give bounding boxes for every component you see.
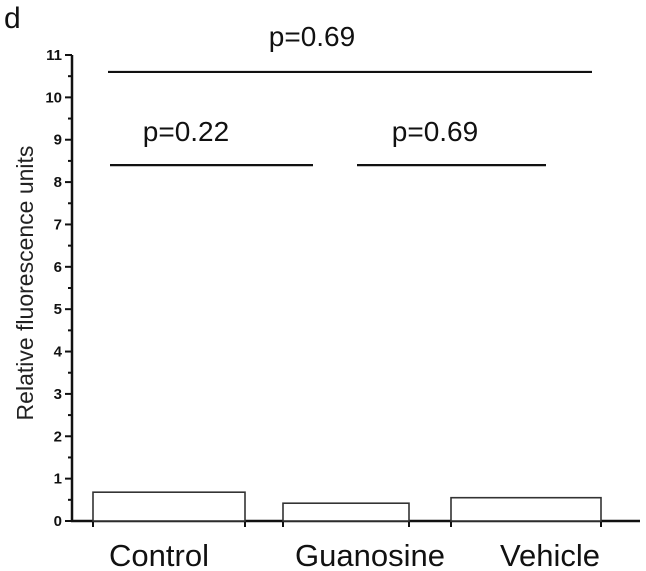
y-tick-label: 10: [45, 89, 62, 106]
p-value-label: p=0.69: [392, 116, 478, 147]
panel-label: d: [4, 2, 21, 35]
y-tick-label: 9: [54, 132, 62, 149]
y-tick-label: 1: [54, 471, 62, 488]
axes: 0 1 2 3 4 5 6 7 8 9 10 11: [45, 47, 640, 530]
p-value-label: p=0.69: [269, 21, 355, 52]
x-tick-labels: Control Guanosine Vehicle: [109, 538, 600, 571]
x-tick-label: Vehicle: [500, 538, 600, 571]
bars: [93, 492, 601, 521]
y-tick-label: 3: [54, 386, 62, 403]
y-tick-label: 4: [54, 344, 63, 361]
bar-vehicle: [451, 498, 601, 521]
p-value-label: p=0.22: [143, 116, 229, 147]
y-tick-label: 8: [54, 174, 62, 191]
bar-guanosine: [283, 503, 409, 521]
y-tick-label: 0: [54, 513, 62, 530]
y-tick-label: 7: [54, 216, 62, 233]
y-tick-label: 5: [54, 301, 62, 318]
bar-control: [93, 492, 245, 521]
y-tick-label: 2: [54, 428, 62, 445]
x-tick-label: Control: [109, 538, 209, 571]
significance-annotations: p=0.69 p=0.22 p=0.69: [108, 21, 592, 165]
y-tick-label: 6: [54, 259, 62, 276]
x-tick-label: Guanosine: [295, 538, 445, 571]
y-axis-label: Relative fluorescence units: [12, 146, 38, 421]
y-tick-label: 11: [46, 47, 62, 64]
